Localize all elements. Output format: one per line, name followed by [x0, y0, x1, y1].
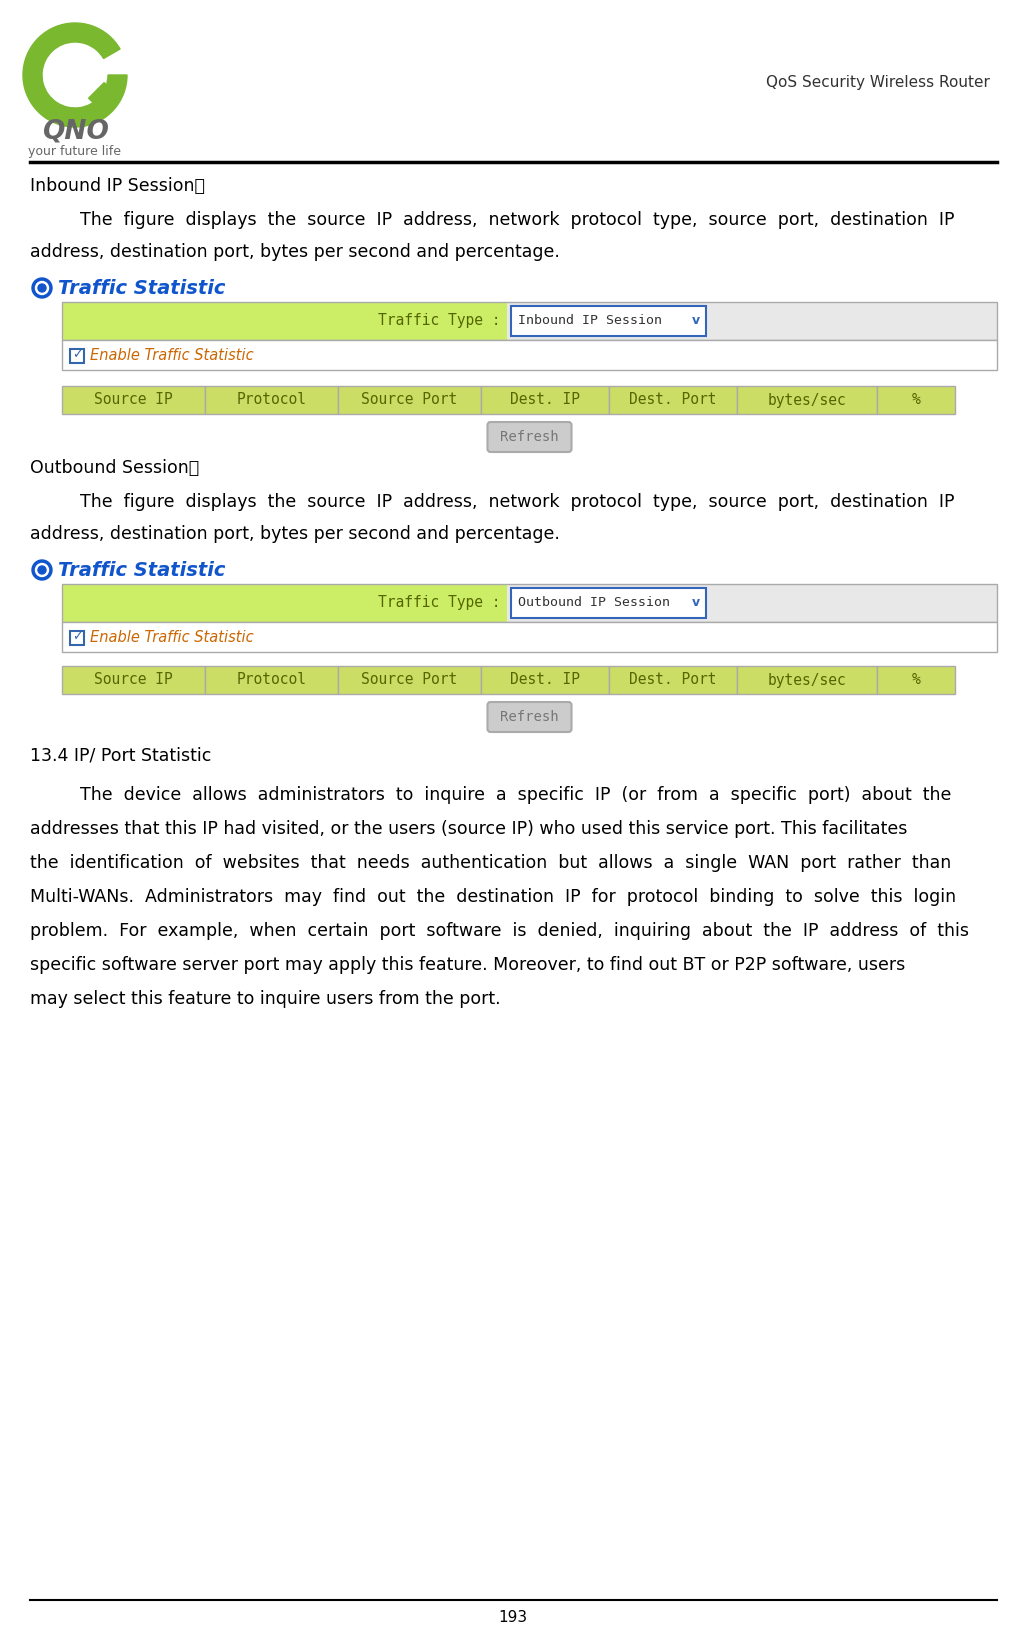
Bar [338, 666, 481, 694]
Text: Inbound IP Session: Inbound IP Session [518, 315, 662, 328]
Wedge shape [23, 23, 127, 127]
Bar [205, 666, 338, 694]
Text: address, destination port, bytes per second and percentage.: address, destination port, bytes per sec… [30, 243, 560, 261]
Text: Traffic Statistic: Traffic Statistic [58, 560, 225, 579]
Text: The  figure  displays  the  source  IP  address,  network  protocol  type,  sour: The figure displays the source IP addres… [80, 493, 954, 511]
Bar [737, 387, 877, 415]
FancyBboxPatch shape [488, 702, 571, 733]
Text: may select this feature to inquire users from the port.: may select this feature to inquire users… [30, 991, 500, 1009]
Circle shape [38, 284, 46, 292]
Text: Enable Traffic Statistic: Enable Traffic Statistic [90, 348, 254, 362]
Text: Inbound IP Session：: Inbound IP Session： [30, 176, 204, 194]
Bar [481, 387, 609, 415]
Bar [737, 666, 877, 694]
Bar [70, 349, 84, 362]
FancyBboxPatch shape [488, 423, 571, 452]
Bar [62, 302, 507, 339]
Text: QoS Security Wireless Router: QoS Security Wireless Router [766, 75, 990, 90]
Circle shape [36, 563, 48, 576]
Bar [70, 632, 84, 645]
Bar [62, 339, 997, 370]
Bar [62, 666, 205, 694]
Text: Dest. IP: Dest. IP [510, 672, 580, 687]
Text: v: v [692, 597, 700, 609]
Text: bytes/sec: bytes/sec [767, 672, 846, 687]
Text: 13.4 IP/ Port Statistic: 13.4 IP/ Port Statistic [30, 746, 212, 764]
Bar [62, 302, 997, 339]
Bar [62, 622, 997, 653]
Text: specific software server port may apply this feature. Moreover, to find out BT o: specific software server port may apply … [30, 956, 905, 974]
Bar [877, 666, 955, 694]
Text: problem.  For  example,  when  certain  port  software  is  denied,  inquiring  : problem. For example, when certain port … [30, 922, 969, 940]
Circle shape [32, 560, 52, 579]
Text: QNO: QNO [41, 119, 109, 145]
Text: Source Port: Source Port [362, 393, 458, 408]
Text: Multi-WANs.  Administrators  may  find  out  the  destination  IP  for  protocol: Multi-WANs. Administrators may find out … [30, 888, 956, 906]
Text: Outbound Session：: Outbound Session： [30, 459, 199, 477]
Bar [609, 387, 737, 415]
Text: addresses that this IP had visited, or the users (source IP) who used this servi: addresses that this IP had visited, or t… [30, 819, 908, 837]
Text: The  device  allows  administrators  to  inquire  a  specific  IP  (or  from  a : The device allows administrators to inqu… [80, 787, 951, 805]
Text: Protocol: Protocol [236, 672, 306, 687]
Bar [507, 584, 997, 622]
Circle shape [32, 277, 52, 299]
Bar [511, 307, 706, 336]
Text: Dest. Port: Dest. Port [630, 672, 717, 687]
Text: The  figure  displays  the  source  IP  address,  network  protocol  type,  sour: The figure displays the source IP addres… [80, 211, 954, 228]
Text: Protocol: Protocol [236, 393, 306, 408]
Bar [507, 302, 997, 339]
Text: Refresh: Refresh [500, 429, 559, 444]
Bar [62, 584, 997, 622]
Bar [481, 666, 609, 694]
Bar [338, 387, 481, 415]
Bar [62, 387, 205, 415]
Text: Traffic Type :: Traffic Type : [379, 596, 501, 610]
Text: 193: 193 [498, 1611, 528, 1625]
Text: ✓: ✓ [72, 349, 82, 362]
Text: Dest. Port: Dest. Port [630, 393, 717, 408]
Circle shape [36, 281, 48, 294]
Text: address, destination port, bytes per second and percentage.: address, destination port, bytes per sec… [30, 526, 560, 543]
Text: Traffic Type :: Traffic Type : [379, 313, 501, 328]
Bar [877, 387, 955, 415]
Text: Outbound IP Session: Outbound IP Session [518, 597, 670, 609]
Text: Traffic Statistic: Traffic Statistic [58, 279, 225, 297]
Text: Source IP: Source IP [94, 393, 173, 408]
Text: your future life: your future life [29, 145, 121, 158]
Bar [205, 387, 338, 415]
Text: Source IP: Source IP [94, 672, 173, 687]
Text: the  identification  of  websites  that  needs  authentication  but  allows  a  : the identification of websites that need… [30, 854, 951, 871]
Bar [609, 666, 737, 694]
Text: bytes/sec: bytes/sec [767, 393, 846, 408]
Text: Source Port: Source Port [362, 672, 458, 687]
Text: Refresh: Refresh [500, 710, 559, 725]
Text: v: v [692, 315, 700, 328]
Text: Enable Traffic Statistic: Enable Traffic Statistic [90, 630, 254, 645]
Text: ✓: ✓ [72, 630, 82, 643]
Bar [88, 83, 114, 108]
Text: %: % [912, 672, 920, 687]
Circle shape [38, 566, 46, 574]
Bar [511, 588, 706, 619]
Bar [62, 584, 507, 622]
Text: %: % [912, 393, 920, 408]
Text: Dest. IP: Dest. IP [510, 393, 580, 408]
